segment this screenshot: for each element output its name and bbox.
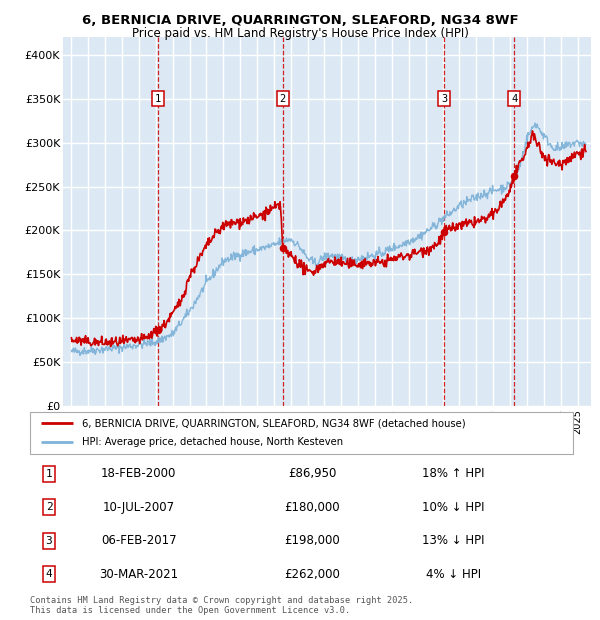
Text: 4: 4 — [511, 94, 517, 104]
Text: 2: 2 — [46, 502, 52, 512]
Text: 4% ↓ HPI: 4% ↓ HPI — [426, 568, 481, 580]
Text: 1: 1 — [46, 469, 52, 479]
Text: £86,950: £86,950 — [288, 467, 337, 480]
Text: 06-FEB-2017: 06-FEB-2017 — [101, 534, 176, 547]
Text: £262,000: £262,000 — [284, 568, 340, 580]
Text: 4: 4 — [46, 569, 52, 579]
Text: 13% ↓ HPI: 13% ↓ HPI — [422, 534, 485, 547]
Text: 10-JUL-2007: 10-JUL-2007 — [103, 501, 175, 513]
Text: 3: 3 — [46, 536, 52, 546]
Text: Price paid vs. HM Land Registry's House Price Index (HPI): Price paid vs. HM Land Registry's House … — [131, 27, 469, 40]
Text: £198,000: £198,000 — [284, 534, 340, 547]
Text: 6, BERNICIA DRIVE, QUARRINGTON, SLEAFORD, NG34 8WF (detached house): 6, BERNICIA DRIVE, QUARRINGTON, SLEAFORD… — [82, 418, 465, 428]
Text: Contains HM Land Registry data © Crown copyright and database right 2025.
This d: Contains HM Land Registry data © Crown c… — [30, 596, 413, 615]
Text: £180,000: £180,000 — [284, 501, 340, 513]
Text: 3: 3 — [441, 94, 447, 104]
Text: 18% ↑ HPI: 18% ↑ HPI — [422, 467, 485, 480]
Text: 18-FEB-2000: 18-FEB-2000 — [101, 467, 176, 480]
Text: 1: 1 — [155, 94, 161, 104]
Text: 30-MAR-2021: 30-MAR-2021 — [99, 568, 178, 580]
Text: HPI: Average price, detached house, North Kesteven: HPI: Average price, detached house, Nort… — [82, 438, 343, 448]
Text: 6, BERNICIA DRIVE, QUARRINGTON, SLEAFORD, NG34 8WF: 6, BERNICIA DRIVE, QUARRINGTON, SLEAFORD… — [82, 14, 518, 27]
Text: 2: 2 — [280, 94, 286, 104]
Text: 10% ↓ HPI: 10% ↓ HPI — [422, 501, 485, 513]
